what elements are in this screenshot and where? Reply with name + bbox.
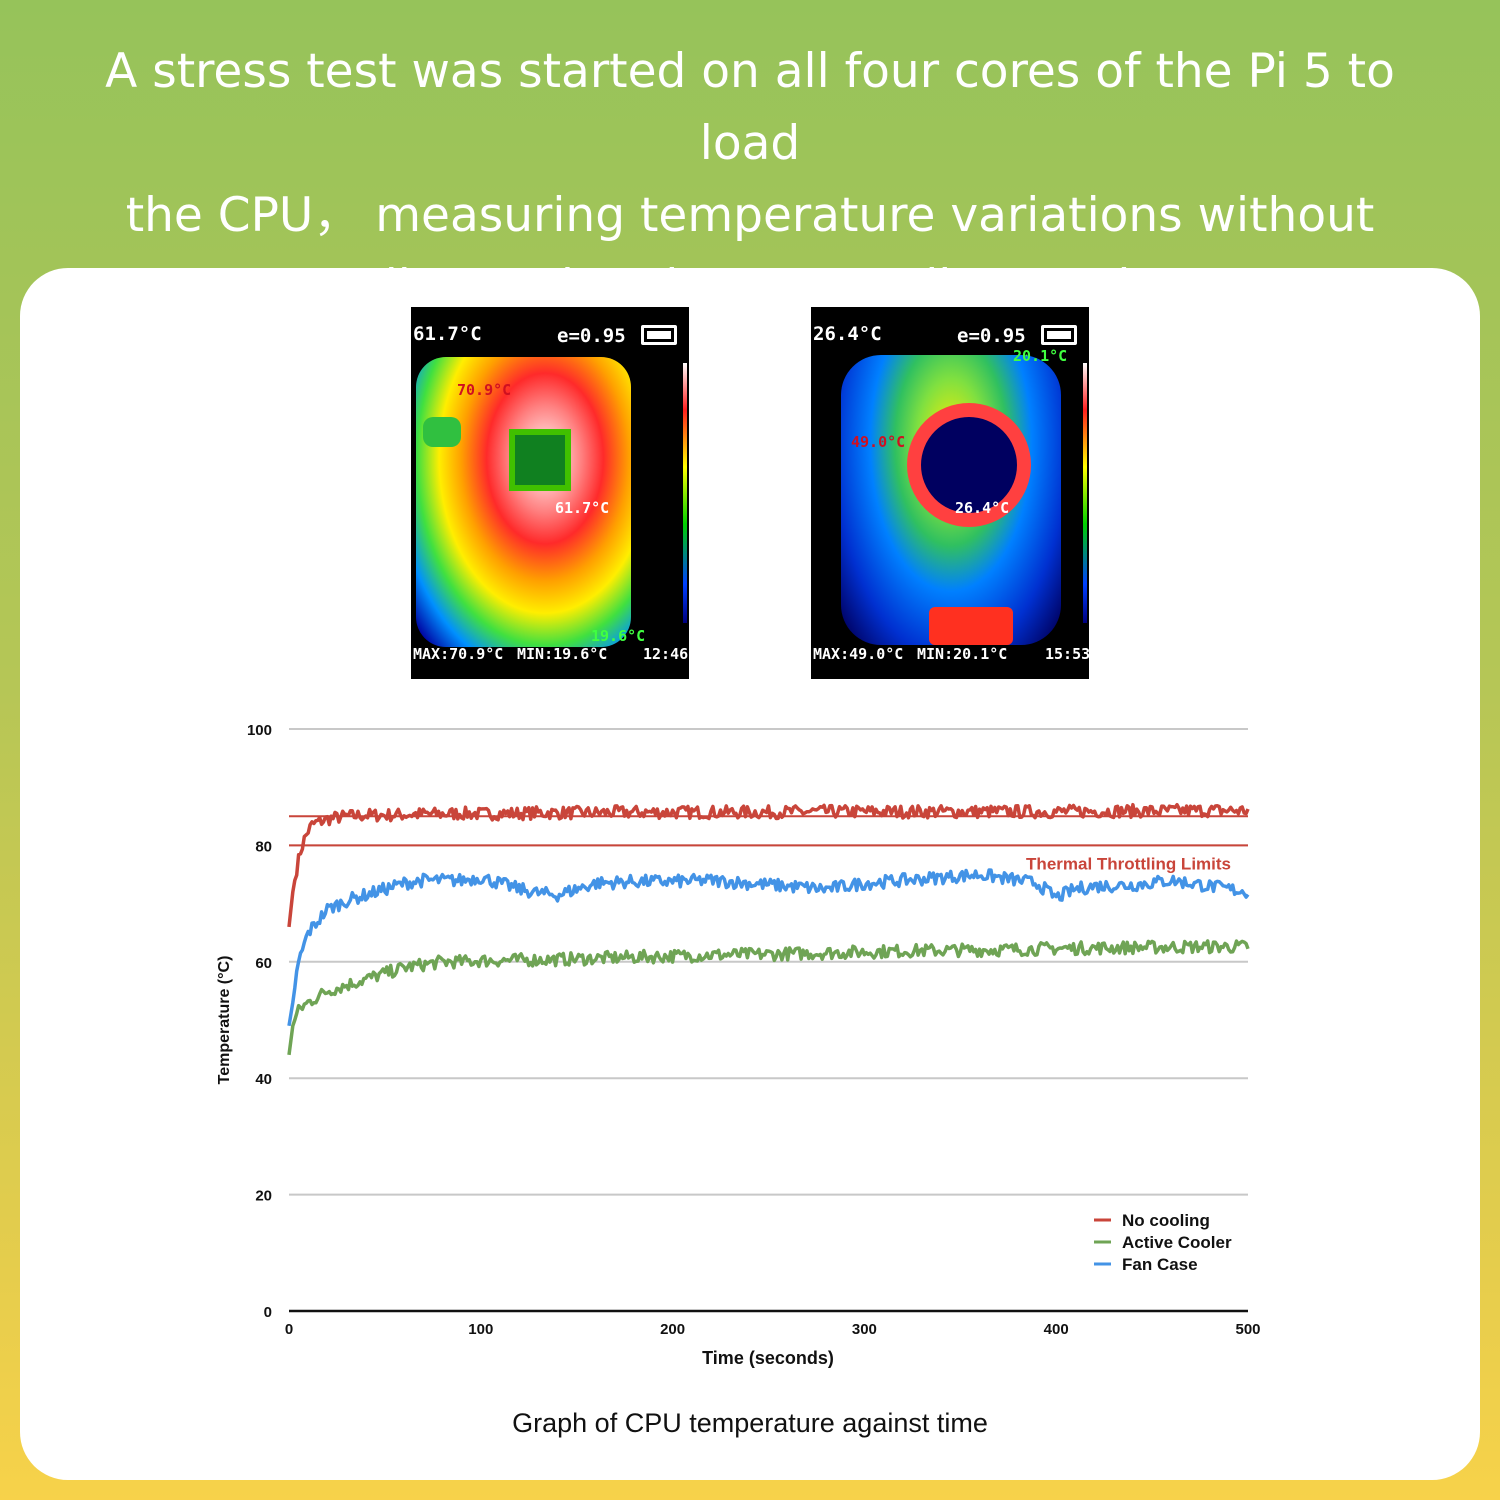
thermal-bottom-ports: [929, 607, 1013, 645]
y-tick-label: 20: [255, 1188, 272, 1205]
thermal-hot-marker: 70.9°C: [457, 381, 512, 399]
thermal-hot-marker: 49.0°C: [851, 433, 906, 451]
thermal-center-marker: 61.7°C: [555, 499, 610, 517]
content-card: [20, 268, 1480, 1480]
thermal-max: MAX:70.9°C: [413, 645, 504, 663]
legend: No cooling Active Cooler Fan Case: [1094, 1211, 1232, 1274]
y-tick-label: 80: [255, 838, 272, 855]
chart-caption: Graph of CPU temperature against time: [512, 1408, 988, 1438]
x-axis-label: Time (seconds): [702, 1348, 834, 1368]
x-tick-label: 100: [468, 1321, 493, 1338]
thermal-image-fan: 26.4°C e=0.95 20.1°C 49.0°C 26.4°C MAX:4…: [811, 307, 1089, 679]
x-tick-label: 500: [1235, 1321, 1260, 1338]
y-tick-label: 60: [255, 955, 272, 972]
color-scale-bar: [683, 363, 687, 623]
thermal-time: 15:53: [1045, 645, 1089, 663]
thermal-reading: 26.4°C: [813, 323, 882, 345]
thermal-min: MIN:19.6°C: [517, 645, 608, 663]
color-scale-bar: [1083, 363, 1087, 623]
battery-icon: [1041, 325, 1077, 345]
thermal-left-ports: [423, 417, 461, 447]
y-axis-label: Temperature (°C): [216, 956, 233, 1085]
thermal-time: 12:46: [643, 645, 689, 663]
thermal-center-marker: 26.4°C: [955, 499, 1010, 517]
thermal-throttling-label: Thermal Throttling Limits: [1026, 854, 1231, 873]
headline-line-1: A stress test was started on all four co…: [105, 44, 1395, 171]
thermal-cold-marker: 20.1°C: [1013, 347, 1068, 365]
thermal-chip-square: [509, 429, 571, 491]
thermal-emissivity: e=0.95: [957, 325, 1026, 347]
y-tick-label: 40: [255, 1071, 272, 1088]
x-tick-label: 0: [285, 1321, 293, 1338]
legend-entry: No cooling: [1122, 1211, 1210, 1230]
battery-icon: [641, 325, 677, 345]
thermal-min: MIN:20.1°C: [917, 645, 1008, 663]
x-tick-label: 400: [1044, 1321, 1069, 1338]
x-tick-label: 300: [852, 1321, 877, 1338]
thermal-emissivity: e=0.95: [557, 325, 626, 347]
series-line-fan-case: [287, 868, 1250, 1027]
headline-line-2: the CPU， measuring temperature variation…: [125, 188, 1375, 243]
thermal-reading: 61.7°C: [413, 323, 482, 345]
series-line-active-cooler: [287, 939, 1250, 1056]
y-tick-label: 0: [264, 1304, 272, 1321]
series-line-no-cooling: [287, 802, 1250, 928]
legend-entry: Active Cooler: [1122, 1233, 1232, 1252]
tick-labels: 0 20 40 60 80 100 0 100 200 300 400 500: [247, 722, 1261, 1338]
thermal-board-blob: [416, 357, 631, 647]
thermal-image-no-cooling: 61.7°C e=0.95 70.9°C 61.7°C 19.6°C MAX:7…: [411, 307, 689, 679]
reference-lines: Thermal Throttling Limits: [289, 815, 1248, 873]
x-tick-label: 200: [660, 1321, 685, 1338]
thermal-max: MAX:49.0°C: [813, 645, 904, 663]
thermal-cold-marker: 19.6°C: [591, 627, 646, 645]
legend-entry: Fan Case: [1122, 1255, 1198, 1274]
series-lines: [287, 802, 1250, 1056]
y-tick-label: 100: [247, 722, 272, 739]
